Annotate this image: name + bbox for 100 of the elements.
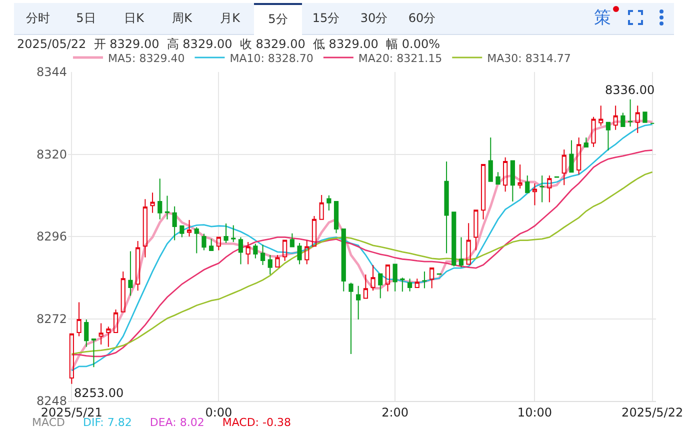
legend-label: MA20: 8321.15 — [358, 52, 442, 65]
text: 月K — [219, 10, 241, 27]
candlestick — [474, 210, 478, 251]
candlestick — [120, 270, 126, 312]
annotation: 8253.00 — [74, 386, 124, 400]
candlestick — [142, 198, 148, 258]
text: 5分 — [254, 3, 302, 35]
candlestick — [106, 326, 111, 348]
candlestick — [510, 160, 515, 202]
candlestick — [452, 212, 456, 267]
candlestick — [480, 164, 486, 220]
candlestick — [363, 274, 368, 299]
candlestick — [606, 122, 611, 151]
candlestick — [598, 105, 604, 126]
annotation: 8336.00 — [605, 83, 655, 97]
candlestick — [613, 105, 618, 130]
y-tick-label: 8344 — [36, 65, 67, 80]
candlestick — [584, 136, 588, 148]
text: 30分 — [359, 10, 389, 27]
candlestick — [392, 264, 398, 292]
candlestick — [158, 178, 162, 220]
text: DEA: 8.02 — [150, 416, 204, 429]
candlestick — [422, 270, 427, 289]
text: 5日 — [75, 10, 97, 27]
candlestick — [216, 236, 221, 251]
candlestick — [275, 254, 280, 268]
candlestick — [444, 160, 449, 254]
candlestick — [407, 278, 412, 292]
candlestick — [172, 206, 177, 241]
candlestick — [503, 156, 508, 192]
candlestick — [113, 309, 118, 333]
candlestick — [304, 240, 310, 265]
candlestick — [532, 182, 538, 206]
candlestick — [186, 220, 192, 237]
candlestick — [635, 105, 640, 134]
legend-label: MA10: 8328.70 — [230, 52, 314, 65]
candlestick — [290, 232, 294, 248]
candlestick — [488, 136, 493, 182]
candlestick — [591, 116, 596, 148]
y-tick-label: 8296 — [36, 230, 67, 244]
candlestick — [569, 140, 574, 173]
candlestick — [547, 175, 552, 203]
candlestick — [69, 333, 74, 384]
candlestick — [194, 226, 199, 254]
candlestick — [356, 285, 361, 320]
candlestick — [253, 243, 258, 259]
candlestick — [231, 224, 236, 242]
candlestick — [458, 236, 464, 268]
candlestick — [466, 222, 471, 265]
candlestick — [268, 254, 272, 276]
candlestick — [246, 241, 250, 265]
candlestick — [576, 136, 582, 175]
candlestick — [136, 240, 140, 292]
candlestick — [209, 238, 214, 252]
candlestick — [370, 264, 376, 292]
candlestick — [540, 175, 544, 203]
candlestick — [224, 222, 228, 244]
candlestick — [385, 264, 390, 292]
candlestick — [180, 225, 184, 238]
candlestick — [260, 244, 266, 266]
candlestick — [400, 277, 405, 292]
text: 日K — [123, 10, 145, 27]
y-tick-label: 8320 — [36, 147, 67, 162]
candlestick — [312, 215, 317, 247]
legend-label: MA30: 8314.77 — [487, 52, 571, 65]
candlestick — [334, 201, 339, 234]
candlestick — [319, 194, 324, 220]
candlestick — [430, 268, 434, 289]
text: 周K — [171, 10, 193, 27]
x-tick-label: 2:00 — [382, 405, 409, 420]
candlestick — [326, 194, 332, 211]
candlestick — [562, 148, 566, 186]
candlestick — [128, 250, 133, 296]
candlestick — [202, 233, 206, 251]
candlestick — [84, 318, 89, 348]
text: 15分 — [311, 10, 341, 27]
candlestick — [164, 195, 170, 220]
candlestick — [378, 273, 383, 299]
candlestick — [76, 302, 82, 337]
candlestick — [525, 175, 530, 194]
candlestick — [620, 112, 626, 127]
candlestick — [341, 228, 346, 292]
candlestick — [348, 282, 354, 355]
candlestick — [91, 338, 96, 368]
candlestick — [150, 192, 155, 214]
x-tick-label: 10:00 — [517, 405, 552, 420]
candlestick — [628, 98, 633, 127]
candlestick — [238, 236, 244, 265]
text: 2025/05/22 开 8329.00 高 8329.00 收 8329.00 低 8329.00 幅 0.00% — [17, 36, 440, 53]
candlestick — [518, 164, 522, 190]
y-tick-label: 8272 — [36, 312, 67, 326]
x-tick-label: 2025/5/22 — [622, 405, 684, 420]
candlestick — [642, 112, 648, 123]
text: 分时 — [25, 10, 51, 27]
candlestick — [414, 278, 420, 288]
text: 60分 — [407, 10, 437, 27]
candlestick — [297, 242, 302, 265]
candlestick — [98, 322, 104, 345]
candlestick — [282, 240, 288, 262]
text: 策 — [594, 7, 611, 29]
